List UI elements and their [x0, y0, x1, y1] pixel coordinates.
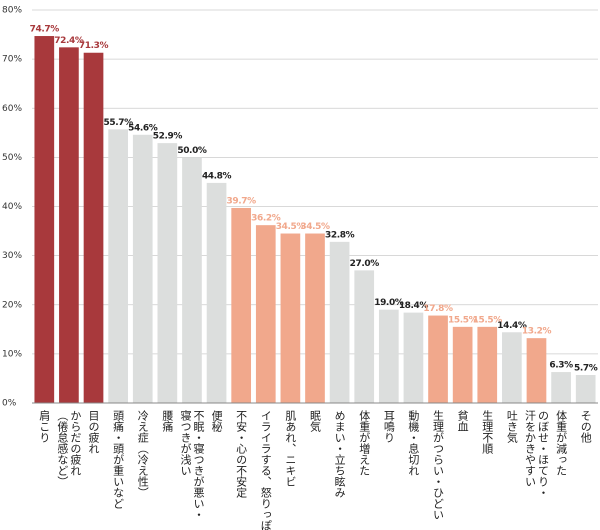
y-tick-label: 60%: [2, 104, 22, 114]
bar: [378, 309, 399, 403]
bar: [526, 338, 547, 403]
x-tick-label: 耳鳴り: [382, 410, 396, 443]
x-tick-label: 冷え症（冷え性）: [136, 410, 150, 498]
x-tick-label: 吐き気: [505, 410, 519, 443]
bar: [354, 270, 375, 403]
value-label: 27.0%: [350, 259, 380, 269]
x-tick-label: めまい・立ち眩み: [333, 410, 347, 498]
value-label: 32.8%: [325, 230, 355, 240]
bar: [108, 129, 128, 403]
bar: [182, 157, 202, 403]
x-tick-label: 不眠・寝つきが悪い・ 寝つきが浅い: [178, 410, 205, 520]
value-label: 6.3%: [549, 361, 573, 371]
y-tick-label: 80%: [2, 6, 22, 16]
y-tick-label: 0%: [2, 399, 17, 409]
value-label: 34.5%: [300, 222, 330, 232]
bar: [575, 374, 596, 403]
value-label: 71.3%: [79, 41, 109, 51]
bar: [329, 241, 350, 403]
value-label: 36.2%: [251, 214, 281, 224]
value-label: 72.4%: [54, 36, 84, 46]
x-tick-label: 生理不順: [480, 410, 494, 454]
bar: [452, 326, 473, 403]
bar: [428, 315, 448, 403]
value-label: 15.5%: [473, 315, 503, 325]
x-tick-label: 肌あれ、ニキビ: [283, 410, 297, 487]
value-label: 39.7%: [227, 196, 257, 206]
y-tick-label: 30%: [2, 251, 22, 261]
bar: [502, 332, 522, 403]
value-label: 5.7%: [574, 363, 598, 373]
x-tick-label: イライラする、怒りっぽい: [259, 410, 273, 530]
bar: [305, 233, 325, 403]
x-tick-label: 眠気: [308, 410, 322, 432]
y-tick-label: 20%: [2, 300, 22, 310]
value-label: 52.9%: [153, 132, 183, 142]
bar: [206, 182, 227, 403]
bar: [280, 233, 301, 403]
value-label: 34.5%: [276, 222, 306, 232]
x-tick-label: のぼせ・ほてり・ 汗をかきやすい: [523, 410, 550, 498]
value-label: 54.6%: [128, 123, 158, 133]
x-tick-label: 目の疲れ: [87, 410, 101, 454]
value-label: 19.0%: [374, 298, 404, 308]
value-label: 50.0%: [177, 146, 207, 156]
x-tick-label: 頭痛・頭が重いなど: [111, 410, 125, 509]
value-label: 15.5%: [448, 315, 478, 325]
x-tick-label: 体重が減った: [554, 410, 568, 476]
x-tick-label: 便秘: [210, 410, 224, 432]
value-label: 18.4%: [399, 301, 429, 311]
y-tick-label: 40%: [2, 202, 22, 212]
bar: [551, 372, 571, 403]
bar: [403, 312, 424, 403]
y-tick-label: 70%: [2, 55, 22, 65]
x-tick-label: 体重が増えた: [357, 410, 371, 476]
bar: [255, 225, 276, 403]
x-tick-label: 肩こり: [37, 410, 51, 443]
y-tick-label: 10%: [2, 349, 22, 359]
bar: [157, 143, 178, 403]
x-tick-label: その他: [579, 410, 593, 443]
bar: [231, 207, 252, 403]
value-label: 55.7%: [104, 118, 134, 128]
x-tick-label: 腰痛: [160, 410, 174, 432]
bar: [132, 134, 153, 403]
bar: [34, 36, 55, 403]
value-label: 44.8%: [202, 171, 232, 181]
x-tick-label: 不安・心の不安定: [234, 410, 248, 498]
bar: [83, 52, 104, 404]
x-tick-label: 貧血: [456, 410, 470, 432]
x-tick-label: 生理がつらい・ひどい: [431, 410, 445, 520]
bar: [59, 47, 79, 404]
value-label: 14.4%: [497, 321, 527, 331]
value-label: 74.7%: [30, 25, 60, 35]
x-tick-label: からだの疲れ （倦怠感など）: [55, 410, 82, 487]
value-label: 13.2%: [522, 327, 552, 337]
bar: [477, 326, 498, 403]
value-label: 17.8%: [423, 304, 453, 314]
x-tick-label: 動機・息切れ: [406, 410, 420, 476]
y-tick-label: 50%: [2, 153, 22, 163]
